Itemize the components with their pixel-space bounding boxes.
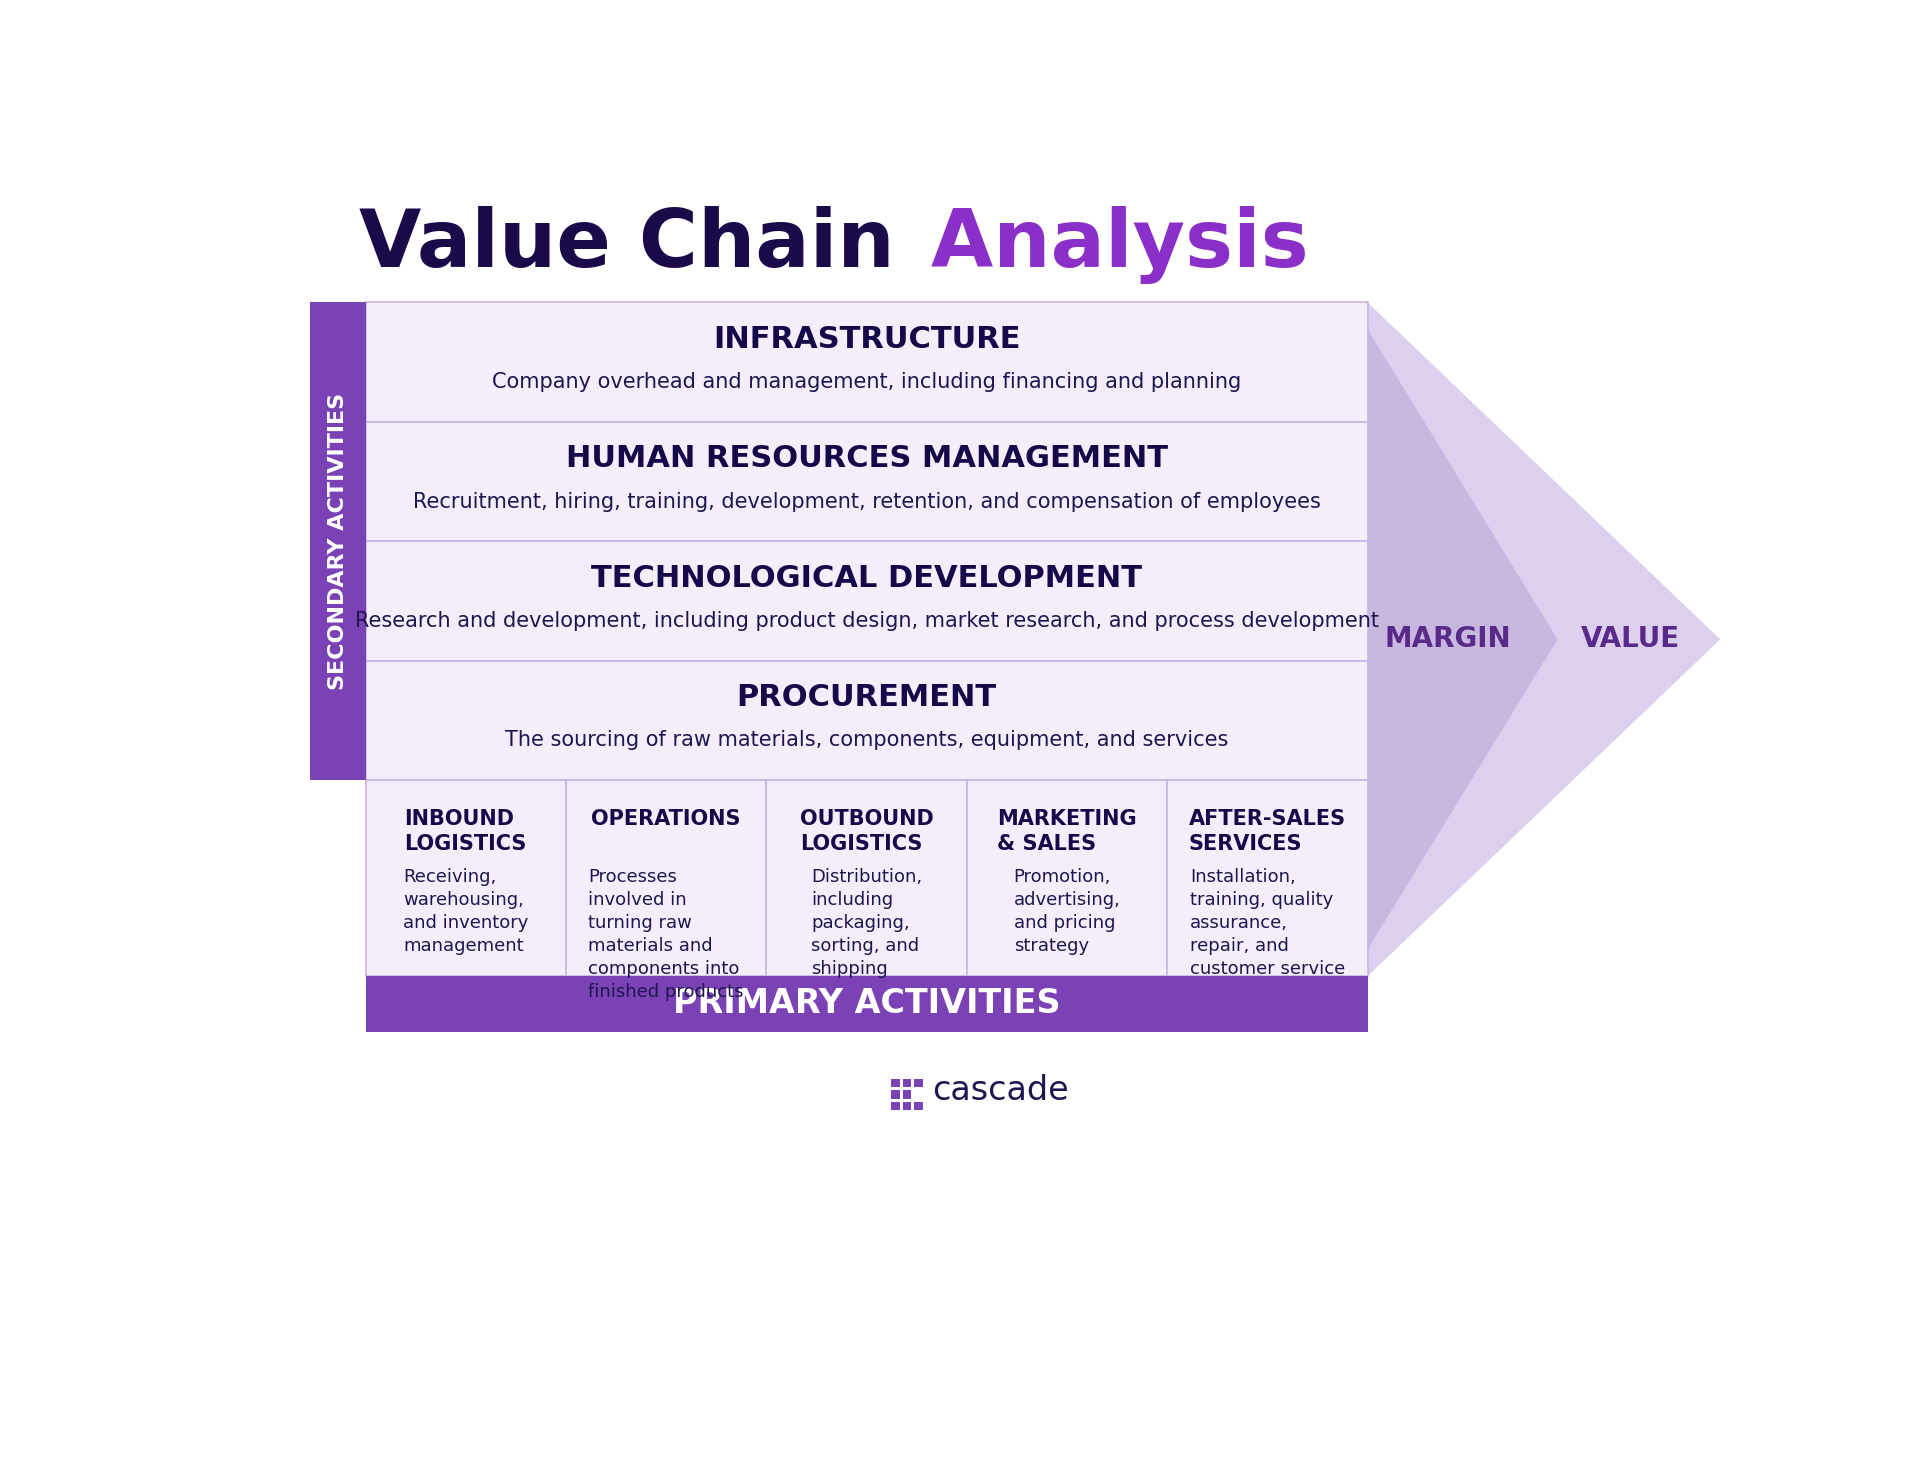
Text: SECONDARY ACTIVITIES: SECONDARY ACTIVITIES	[328, 392, 348, 690]
Bar	[365, 541, 1367, 661]
Bar	[309, 302, 365, 780]
Text: Distribution,
including
packaging,
sorting, and
shipping: Distribution, including packaging, sorti…	[810, 868, 922, 977]
Bar	[365, 661, 1367, 780]
Text: OPERATIONS: OPERATIONS	[591, 809, 741, 829]
Bar	[914, 1078, 924, 1087]
Bar	[902, 1090, 912, 1099]
Bar	[766, 780, 968, 976]
Bar	[1167, 780, 1367, 976]
Bar	[891, 1078, 900, 1087]
Bar	[365, 422, 1367, 541]
Bar	[365, 302, 1367, 422]
Text: Recruitment, hiring, training, development, retention, and compensation of emplo: Recruitment, hiring, training, developme…	[413, 492, 1321, 512]
Text: Processes
involved in
turning raw
materials and
components into
finished product: Processes involved in turning raw materi…	[588, 868, 743, 1001]
Text: PROCUREMENT: PROCUREMENT	[737, 683, 996, 712]
Text: Installation,
training, quality
assurance,
repair, and
customer service: Installation, training, quality assuranc…	[1190, 868, 1346, 977]
Text: TECHNOLOGICAL DEVELOPMENT: TECHNOLOGICAL DEVELOPMENT	[591, 564, 1142, 592]
Text: INFRASTRUCTURE: INFRASTRUCTURE	[712, 324, 1020, 354]
Text: HUMAN RESOURCES MANAGEMENT: HUMAN RESOURCES MANAGEMENT	[566, 444, 1167, 474]
Text: Receiving,
warehousing,
and inventory
management: Receiving, warehousing, and inventory ma…	[403, 868, 528, 955]
Bar	[902, 1102, 912, 1111]
Bar	[914, 1102, 924, 1111]
Text: VALUE: VALUE	[1582, 625, 1680, 653]
Text: Company overhead and management, including financing and planning: Company overhead and management, includi…	[492, 372, 1240, 392]
Text: MARGIN: MARGIN	[1384, 625, 1511, 653]
Text: OUTBOUND
LOGISTICS: OUTBOUND LOGISTICS	[801, 809, 933, 855]
Text: The sourcing of raw materials, components, equipment, and services: The sourcing of raw materials, component…	[505, 730, 1229, 751]
Polygon shape	[1367, 329, 1557, 949]
Bar	[566, 780, 766, 976]
Text: Research and development, including product design, market research, and process: Research and development, including prod…	[355, 612, 1379, 631]
Bar	[902, 1078, 912, 1087]
Bar	[891, 1102, 900, 1111]
Text: AFTER-SALES
SERVICES: AFTER-SALES SERVICES	[1188, 809, 1346, 855]
Bar	[968, 780, 1167, 976]
Text: cascade: cascade	[931, 1074, 1069, 1106]
Text: Value Chain: Value Chain	[359, 206, 895, 284]
Bar	[891, 1090, 900, 1099]
Text: PRIMARY ACTIVITIES: PRIMARY ACTIVITIES	[672, 988, 1060, 1020]
Text: Promotion,
advertising,
and pricing
strategy: Promotion, advertising, and pricing stra…	[1014, 868, 1121, 955]
Bar	[365, 780, 566, 976]
Bar	[365, 976, 1367, 1032]
Text: Analysis: Analysis	[902, 206, 1308, 284]
Polygon shape	[1367, 302, 1720, 976]
Text: MARKETING
& SALES: MARKETING & SALES	[996, 809, 1137, 855]
Text: INBOUND
LOGISTICS: INBOUND LOGISTICS	[405, 809, 526, 855]
